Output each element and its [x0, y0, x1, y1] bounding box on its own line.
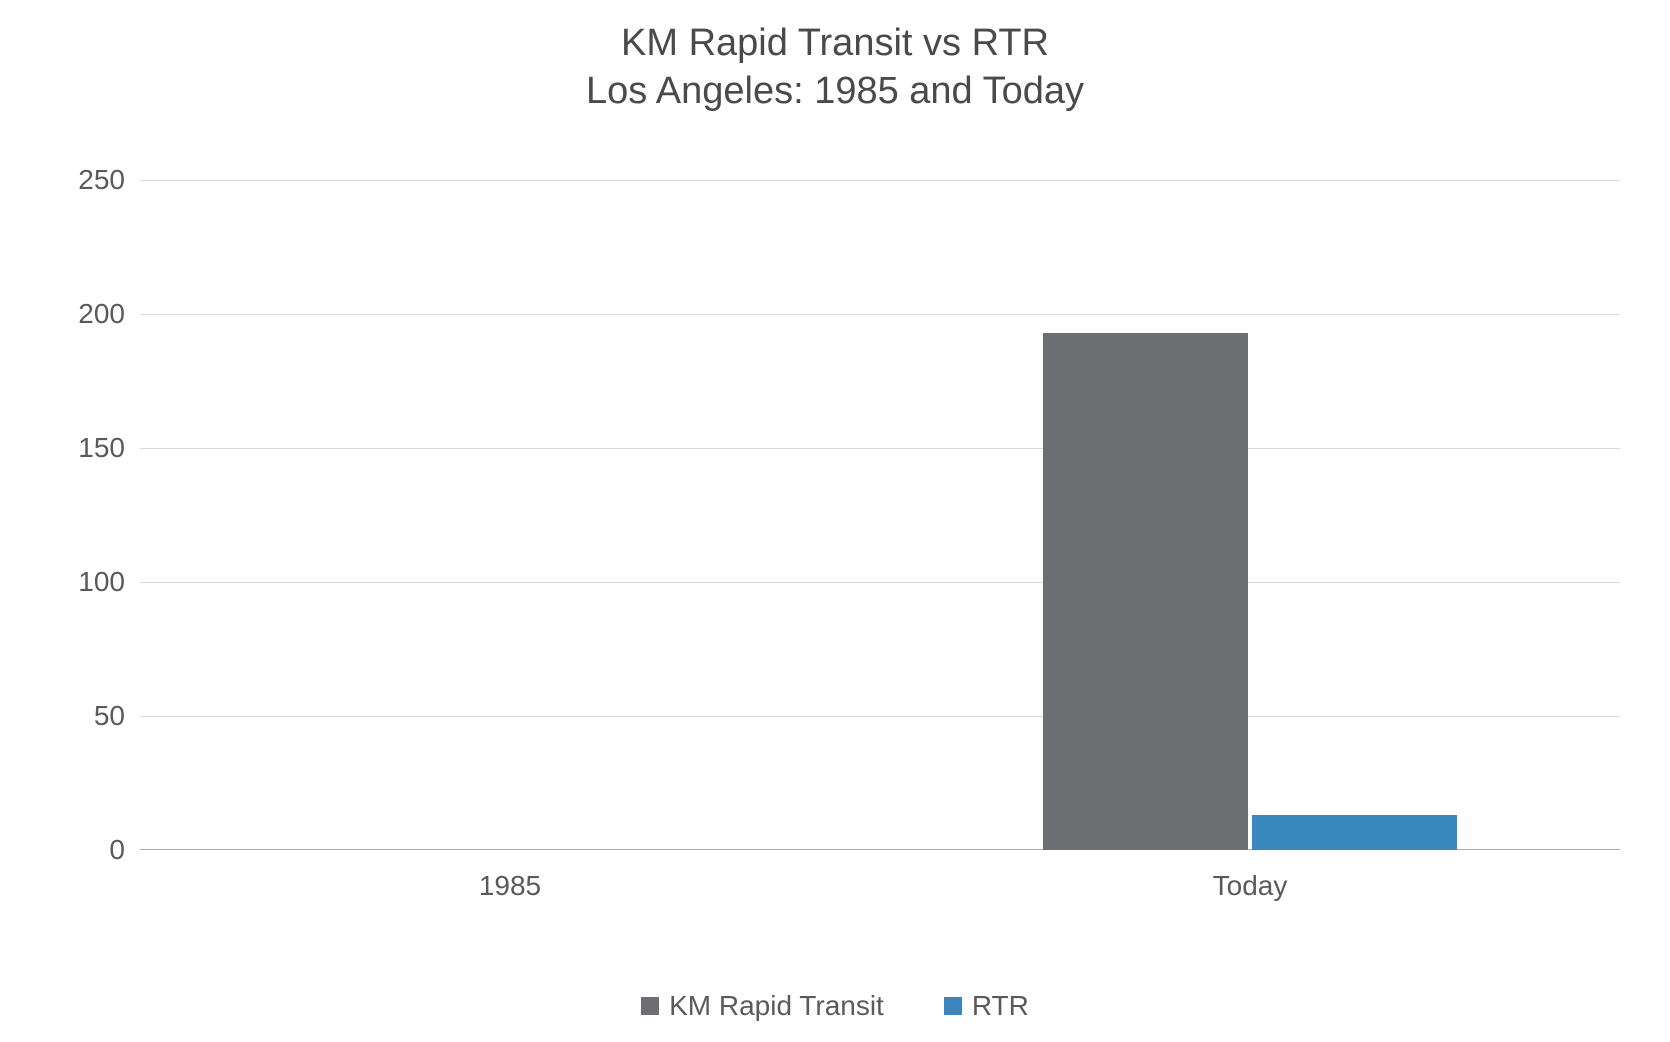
gridline	[140, 582, 1620, 583]
x-tick-label: 1985	[360, 870, 660, 902]
chart-title-line2: Los Angeles: 1985 and Today	[0, 68, 1670, 116]
chart-container: KM Rapid Transit vs RTR Los Angeles: 198…	[0, 0, 1670, 1042]
gridline	[140, 180, 1620, 181]
y-tick-label: 250	[5, 164, 125, 196]
gridline	[140, 448, 1620, 449]
legend-label: KM Rapid Transit	[669, 990, 884, 1022]
y-tick-label: 100	[5, 566, 125, 598]
bar	[1252, 815, 1457, 850]
y-tick-label: 200	[5, 298, 125, 330]
chart-title: KM Rapid Transit vs RTR Los Angeles: 198…	[0, 20, 1670, 115]
y-tick-label: 0	[5, 834, 125, 866]
plot-area	[140, 180, 1620, 850]
bar	[1043, 333, 1248, 850]
legend-label: RTR	[972, 990, 1029, 1022]
gridline	[140, 716, 1620, 717]
legend-swatch-icon	[641, 997, 659, 1015]
y-tick-label: 150	[5, 432, 125, 464]
legend: KM Rapid Transit RTR	[0, 990, 1670, 1022]
x-tick-label: Today	[1100, 870, 1400, 902]
y-tick-label: 50	[5, 700, 125, 732]
legend-swatch-icon	[944, 997, 962, 1015]
gridline	[140, 314, 1620, 315]
legend-item: KM Rapid Transit	[641, 990, 884, 1022]
chart-title-line1: KM Rapid Transit vs RTR	[0, 20, 1670, 68]
legend-item: RTR	[944, 990, 1029, 1022]
